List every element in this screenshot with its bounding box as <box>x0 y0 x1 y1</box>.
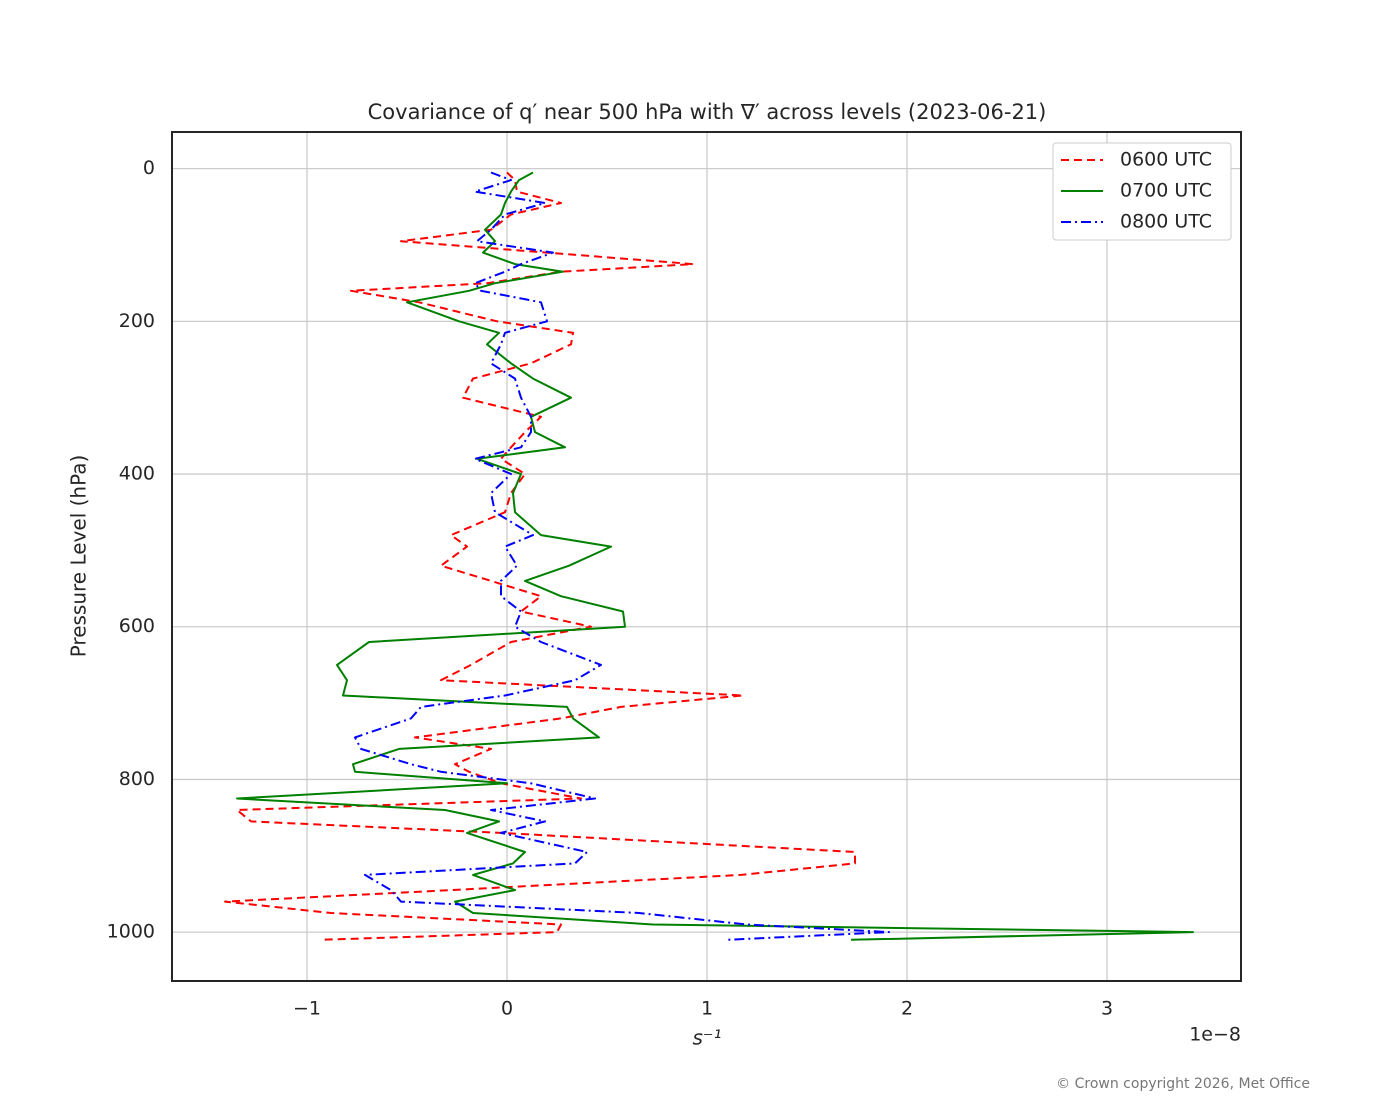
legend-label: 0800 UTC <box>1120 211 1212 233</box>
series-line <box>354 171 890 941</box>
series-line <box>236 171 1194 941</box>
x-tick-label: 0 <box>501 998 513 1020</box>
x-tick-label: 3 <box>1101 998 1113 1020</box>
x-tick-label: −1 <box>293 998 321 1020</box>
y-tick-label: 200 <box>119 310 155 332</box>
y-tick-label: 800 <box>119 768 155 790</box>
legend-box <box>1052 142 1232 241</box>
legend-label: 0700 UTC <box>1120 180 1212 202</box>
x-offset-label: 1e−8 <box>1189 1024 1241 1046</box>
series-line <box>224 171 856 941</box>
legend-label: 0600 UTC <box>1120 149 1212 171</box>
x-axis-label: s⁻¹ <box>693 1026 722 1050</box>
y-tick-label: 400 <box>119 463 155 485</box>
y-tick-label: 1000 <box>107 921 155 943</box>
y-tick-label: 600 <box>119 615 155 637</box>
x-tick-label: 2 <box>901 998 913 1020</box>
x-tick-label: 1 <box>701 998 713 1020</box>
y-tick-label: 0 <box>143 157 155 179</box>
chart-title: Covariance of q′ near 500 hPa with ∇′ ac… <box>368 100 1047 124</box>
footer: © Crown copyright 2026, Met Office <box>1056 1076 1310 1092</box>
y-axis-label: Pressure Level (hPa) <box>67 455 91 658</box>
plot-frame <box>171 131 1242 982</box>
